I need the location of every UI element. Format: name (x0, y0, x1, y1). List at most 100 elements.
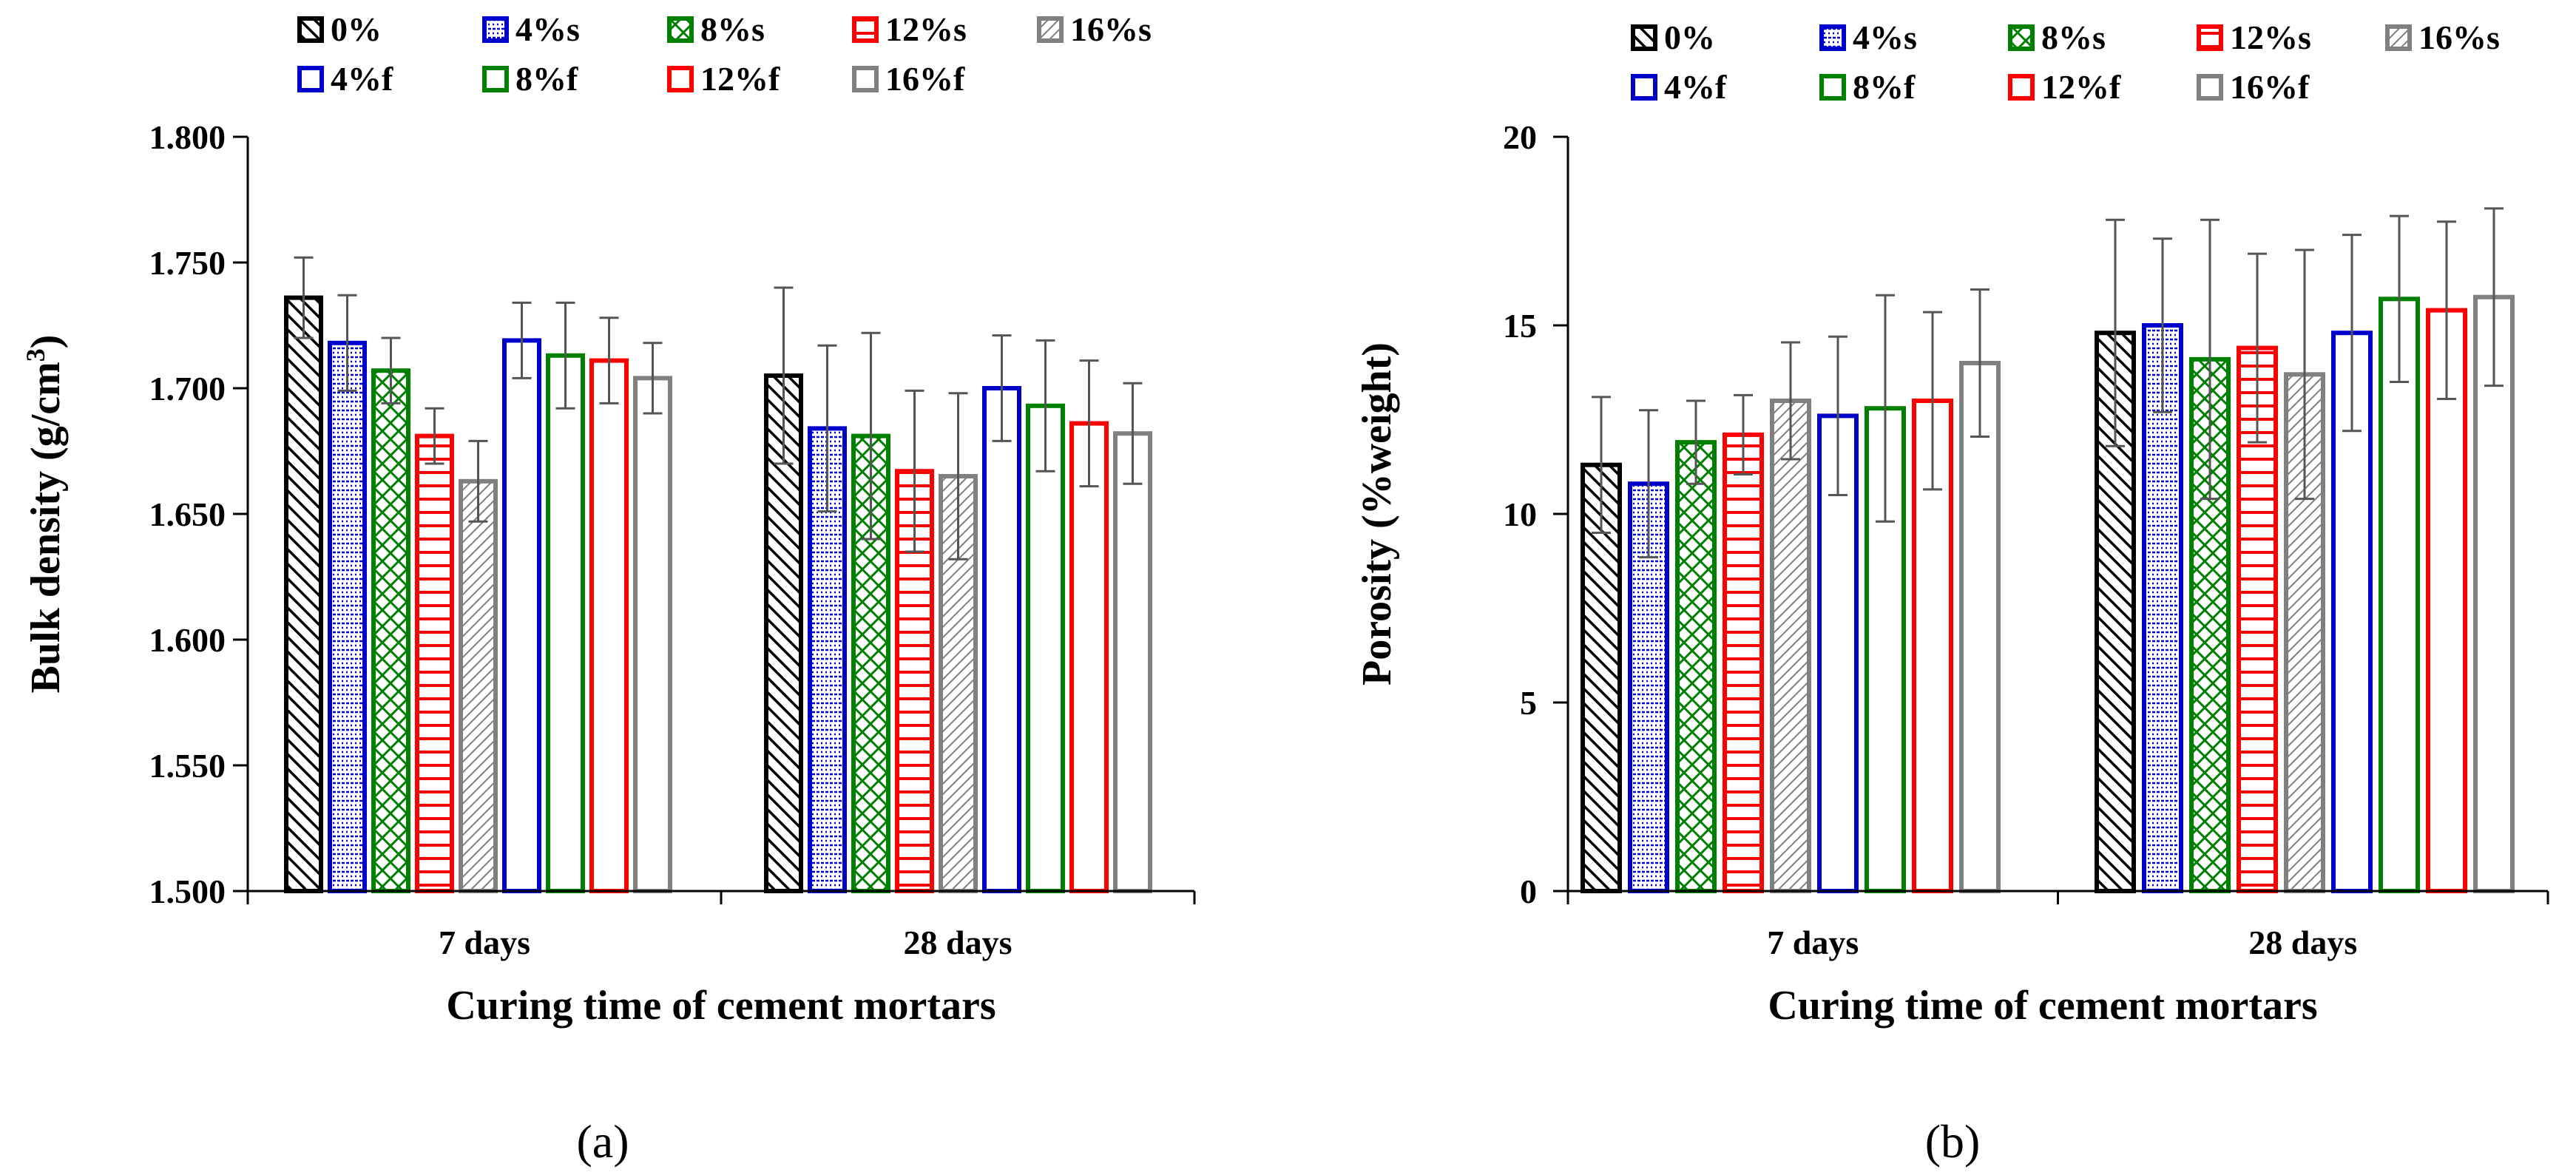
x-tick-label: 28 days (2248, 924, 2357, 961)
error-bar-16%s-28-days (2295, 248, 2314, 501)
legend-swatch (1819, 24, 1846, 51)
legend-swatch (667, 16, 694, 43)
legend-entry-4%s: 4%s (1819, 18, 1917, 56)
x-axis-title: Curing time of cement mortars (446, 983, 995, 1029)
legend-label: 8%s (2041, 18, 2106, 56)
error-bar-4%s-28-days (817, 344, 837, 513)
error-bar-8%f-7-days (555, 301, 575, 410)
bar-4%f-28-days (982, 386, 1021, 893)
bar-8%f-28-days (1026, 403, 1065, 893)
error-bar-12%f-28-days (2437, 220, 2456, 400)
legend-label: 4%s (1853, 18, 1917, 56)
legend-swatch (2008, 24, 2035, 51)
error-bar-8%s-28-days (2200, 218, 2220, 501)
error-bar-8%f-7-days (1876, 294, 1895, 523)
legend-label: 12%s (885, 10, 967, 48)
legend-label: 0% (331, 10, 382, 48)
error-bar-12%s-28-days (905, 389, 924, 553)
error-bar-16%s-28-days (948, 392, 968, 561)
legend-entry-4%s: 4%s (482, 10, 580, 48)
legend-entry-8%f: 8%f (1819, 68, 1916, 106)
y-tick-label: 1.550 (149, 747, 226, 785)
legend-swatch (852, 16, 879, 43)
y-axis-title-end: ) (23, 335, 69, 349)
legend-swatch (2197, 24, 2223, 51)
y-tick-label: 1.600 (149, 621, 226, 659)
bar-4%f-7-days (502, 338, 541, 893)
legend-label: 16%f (885, 60, 965, 98)
y-axis-title-superscript: 3 (21, 348, 50, 362)
y-tick-label: 1.800 (149, 118, 226, 156)
bar-12%s-7-days (1723, 432, 1764, 893)
x-tick-label: 7 days (439, 924, 530, 961)
legend-swatch (667, 66, 694, 92)
error-bar-12%s-7-days (425, 407, 444, 465)
bar-16%f-28-days (1113, 431, 1152, 893)
panel-label: (b) (1925, 1115, 1981, 1168)
bar-8%s-7-days (371, 368, 410, 893)
legend-label: 8%f (515, 60, 578, 98)
legend-label: 4%s (515, 10, 580, 48)
legend-label: 12%f (700, 60, 780, 98)
legend-swatch (482, 16, 509, 43)
bar-4%s-7-days (328, 340, 367, 893)
error-bar-8%s-7-days (1686, 399, 1705, 485)
y-tick-label: 1.500 (149, 873, 226, 910)
y-tick-label: 15 (1503, 307, 1537, 345)
legend-label: 4%f (331, 60, 393, 98)
error-bar-12%s-7-days (1734, 393, 1753, 475)
legend-entry-12%f: 12%f (667, 60, 780, 98)
legend-label: 8%s (700, 10, 765, 48)
error-bar-8%s-28-days (861, 331, 881, 541)
legend-swatch (1631, 74, 1657, 101)
legend-label: 8%f (1853, 68, 1916, 106)
x-tick-label: 7 days (1767, 924, 1859, 961)
legend-entry-12%s: 12%s (852, 10, 967, 48)
bar-16%f-7-days (633, 376, 672, 893)
error-bar-4%f-28-days (992, 334, 1012, 442)
y-axis-title-main: Porosity (%weight) (1354, 342, 1400, 685)
bar-16%s-7-days (459, 478, 498, 893)
error-bar-16%s-7-days (468, 439, 488, 523)
error-bar-4%f-28-days (2342, 234, 2362, 433)
legend-swatch (852, 66, 879, 92)
error-bar-8%f-28-days (2390, 214, 2409, 383)
error-bar-12%f-7-days (599, 316, 619, 404)
legend-swatch (1631, 24, 1657, 51)
error-bar-12%f-7-days (1923, 311, 1942, 491)
bar-8%f-28-days (2379, 297, 2420, 893)
error-bar-4%s-28-days (2153, 237, 2172, 413)
y-tick-label: 10 (1503, 495, 1537, 533)
legend-swatch (1819, 74, 1846, 101)
y-tick-label: 1.650 (149, 495, 226, 533)
legend-swatch (2008, 74, 2035, 101)
legend-entry-16%f: 16%f (2197, 68, 2310, 106)
legend-label: 4%f (1664, 68, 1727, 106)
y-tick-label: 5 (1520, 684, 1537, 722)
y-tick-label: 0 (1520, 873, 1537, 910)
y-axis-title-main: Bulk density (g/cm (23, 362, 69, 693)
legend-entry-8%s: 8%s (667, 10, 765, 48)
panel-label: (a) (576, 1115, 629, 1168)
legend-label: 16%s (1070, 10, 1152, 48)
bar-12%s-7-days (415, 433, 454, 893)
legend-entry-0%: 0% (1631, 18, 1715, 56)
legend-swatch (297, 66, 324, 92)
error-bar-16%f-28-days (2484, 207, 2504, 387)
error-bar-12%s-28-days (2248, 252, 2267, 444)
error-bar-4%s-7-days (1639, 409, 1658, 559)
error-bar-8%f-28-days (1035, 339, 1055, 473)
legend-swatch (2197, 74, 2223, 101)
y-axis-title: Bulk density (g/cm3) (21, 335, 69, 694)
legend-swatch (297, 16, 324, 43)
error-bar-16%f-28-days (1123, 382, 1143, 485)
legend-swatch (2385, 24, 2412, 51)
bar-8%f-7-days (546, 353, 585, 893)
bar-0%-7-days (284, 295, 323, 894)
bar-12%f-28-days (1069, 421, 1109, 893)
legend-label: 16%f (2230, 68, 2310, 106)
bar-16%f-7-days (1959, 361, 2001, 893)
error-bar-0%-28-days (774, 286, 794, 465)
bar-16%s-7-days (1770, 399, 1811, 893)
